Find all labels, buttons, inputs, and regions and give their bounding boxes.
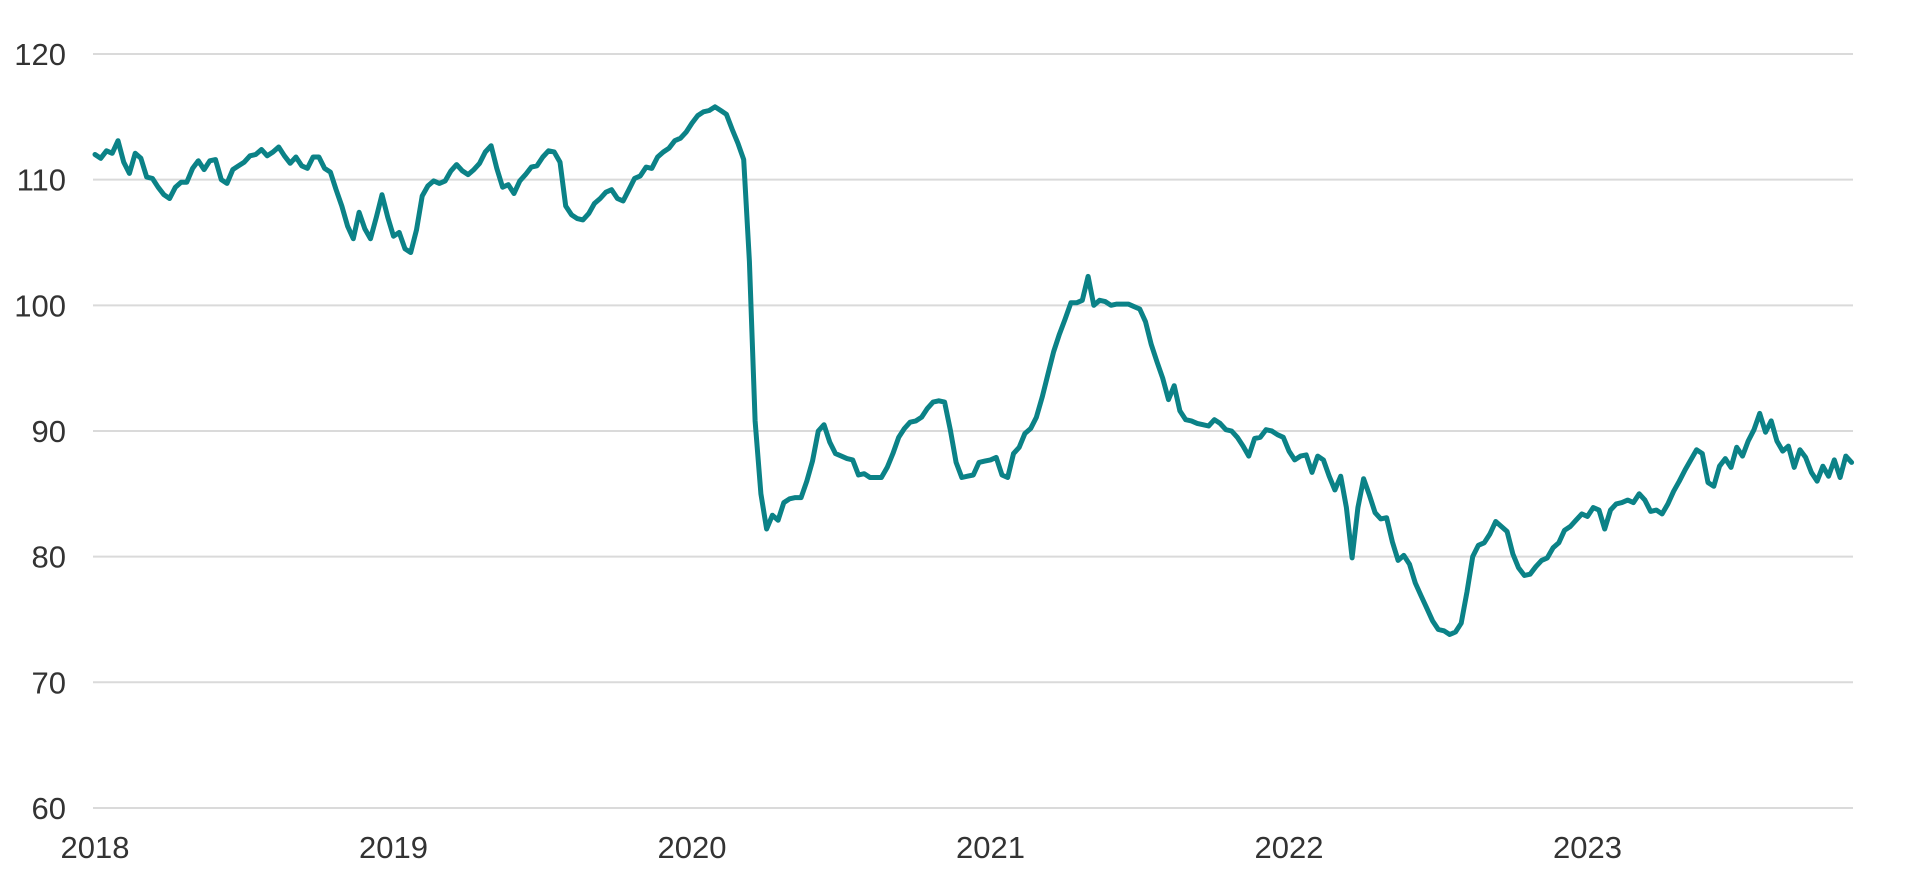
y-tick-label-110: 110 bbox=[17, 163, 66, 198]
y-tick-label-60: 60 bbox=[32, 791, 66, 826]
y-axis-tick-labels: 120 110 100 90 80 70 60 bbox=[14, 37, 66, 826]
x-axis-tick-labels: 2018 2019 2020 2021 2022 2023 bbox=[61, 830, 1622, 865]
y-tick-label-100: 100 bbox=[14, 288, 66, 323]
x-tick-label-2022: 2022 bbox=[1255, 830, 1324, 865]
gridlines bbox=[93, 53, 1853, 809]
x-tick-label-2023: 2023 bbox=[1553, 830, 1622, 865]
y-tick-label-90: 90 bbox=[32, 414, 66, 449]
x-tick-label-2020: 2020 bbox=[658, 830, 727, 865]
y-tick-label-80: 80 bbox=[32, 540, 66, 575]
x-tick-label-2019: 2019 bbox=[359, 830, 428, 865]
x-tick-label-2018: 2018 bbox=[61, 830, 130, 865]
y-tick-label-120: 120 bbox=[14, 37, 66, 72]
y-tick-label-70: 70 bbox=[32, 665, 66, 700]
series-line-index-level bbox=[92, 104, 1855, 637]
data-series bbox=[92, 104, 1855, 637]
x-tick-label-2021: 2021 bbox=[956, 830, 1025, 865]
